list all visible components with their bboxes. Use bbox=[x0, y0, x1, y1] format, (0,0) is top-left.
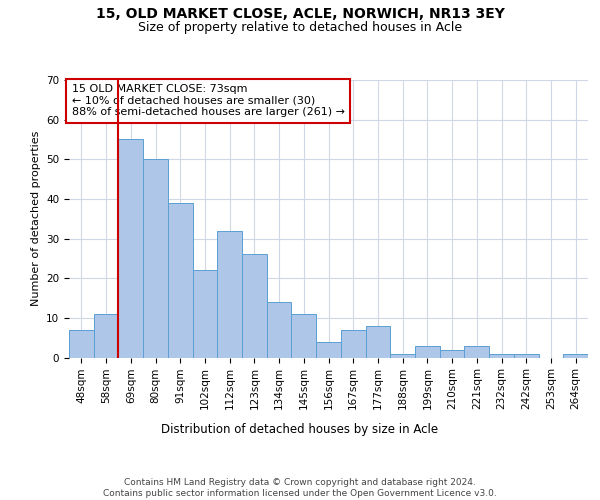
Text: Distribution of detached houses by size in Acle: Distribution of detached houses by size … bbox=[161, 422, 439, 436]
Bar bbox=[464, 346, 489, 358]
Text: Size of property relative to detached houses in Acle: Size of property relative to detached ho… bbox=[138, 21, 462, 34]
Bar bbox=[489, 354, 514, 358]
Text: 15 OLD MARKET CLOSE: 73sqm
← 10% of detached houses are smaller (30)
88% of semi: 15 OLD MARKET CLOSE: 73sqm ← 10% of deta… bbox=[71, 84, 344, 117]
Bar bbox=[292, 314, 316, 358]
Bar bbox=[217, 230, 242, 358]
Bar bbox=[143, 160, 168, 358]
Bar bbox=[267, 302, 292, 358]
Bar bbox=[69, 330, 94, 357]
Bar bbox=[193, 270, 217, 358]
Bar bbox=[514, 354, 539, 358]
Bar bbox=[415, 346, 440, 358]
Bar bbox=[365, 326, 390, 358]
Bar bbox=[94, 314, 118, 358]
Bar bbox=[341, 330, 365, 357]
Bar bbox=[242, 254, 267, 358]
Bar bbox=[390, 354, 415, 358]
Bar bbox=[118, 140, 143, 358]
Bar bbox=[168, 203, 193, 358]
Bar bbox=[563, 354, 588, 358]
Text: Contains HM Land Registry data © Crown copyright and database right 2024.
Contai: Contains HM Land Registry data © Crown c… bbox=[103, 478, 497, 498]
Bar bbox=[440, 350, 464, 358]
Bar bbox=[316, 342, 341, 357]
Y-axis label: Number of detached properties: Number of detached properties bbox=[31, 131, 41, 306]
Text: 15, OLD MARKET CLOSE, ACLE, NORWICH, NR13 3EY: 15, OLD MARKET CLOSE, ACLE, NORWICH, NR1… bbox=[95, 8, 505, 22]
